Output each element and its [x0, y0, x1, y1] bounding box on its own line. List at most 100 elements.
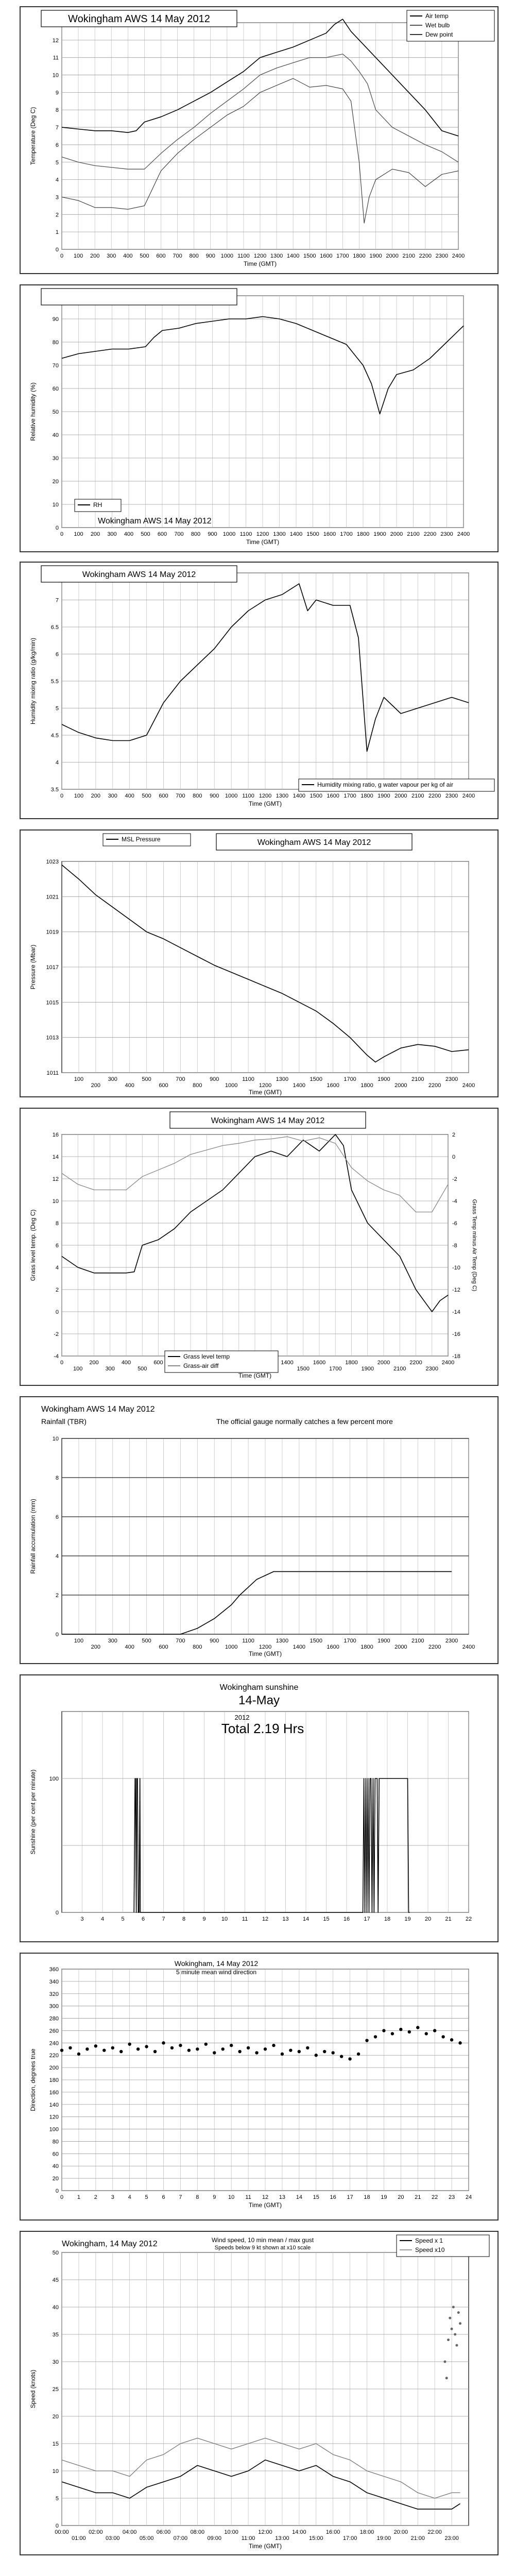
- y-tick-label: 50: [53, 409, 59, 415]
- data-point: [179, 2043, 182, 2047]
- y2-tick-label: 2: [452, 1132, 455, 1138]
- y-tick-label: 80: [53, 2139, 59, 2145]
- y-axis-label: Temperature (Deg C): [29, 107, 37, 165]
- x-tick-label: 12: [262, 2194, 268, 2200]
- data-point: [390, 2032, 394, 2036]
- x-tick-label: 2400: [462, 1644, 475, 1650]
- legend-label: Grass level temp: [183, 1353, 230, 1360]
- chart-note: Speeds below 9 kt shown at x10 scale: [215, 2245, 311, 2251]
- x-tick-label: 14: [296, 2194, 302, 2200]
- x-tick-label: 1300: [276, 1638, 288, 1644]
- y-tick-label: 50: [53, 2250, 59, 2256]
- x-tick-label: 8: [182, 1916, 185, 1922]
- y2-tick-label: -4: [452, 1198, 457, 1205]
- x-tick-label: 1900: [373, 531, 386, 537]
- data-point: [221, 2047, 225, 2051]
- data-point: [306, 2046, 310, 2050]
- x-tick-label: 09:00: [207, 2535, 221, 2541]
- x-tick-label: 1200: [259, 793, 271, 799]
- y-tick-label: -2: [54, 1331, 59, 1337]
- data-point: [314, 2054, 318, 2057]
- y2-tick-label: -10: [452, 1265, 460, 1271]
- x-tick-label: 1100: [237, 253, 250, 259]
- x-tick-label: 1400: [293, 1644, 305, 1650]
- data-point: [356, 2052, 360, 2056]
- y-tick-label: -4: [54, 1353, 59, 1360]
- x-tick-label: 1600: [323, 531, 336, 537]
- x-tick-label: 20:00: [394, 2529, 408, 2535]
- y-tick-label: 6: [56, 1243, 59, 1249]
- x-tick-label: 500: [138, 1366, 147, 1372]
- y-tick-label: 6: [56, 142, 59, 148]
- x-tick-label: 800: [193, 1082, 202, 1089]
- data-point: [365, 2039, 369, 2042]
- chart-annotation: The official gauge normally catches a fe…: [216, 1417, 393, 1426]
- x-tick-label: 2200: [428, 1644, 441, 1650]
- series-line: [61, 865, 469, 1063]
- y-tick-label: 160: [49, 2090, 59, 2096]
- x-tick-label: 3: [80, 1916, 83, 1922]
- legend-label: RH: [93, 501, 102, 509]
- y-tick-label: 20: [53, 2176, 59, 2182]
- x-tick-label: 18:00: [360, 2529, 374, 2535]
- x-tick-label: 200: [91, 531, 100, 537]
- x-tick-label: 1400: [290, 531, 302, 537]
- x-tick-label: 18: [384, 1916, 390, 1922]
- x-tick-label: 1700: [344, 1076, 356, 1082]
- series-line: [61, 583, 469, 752]
- title-box: [41, 10, 237, 27]
- x-axis-label: Time (GMT): [246, 538, 279, 546]
- data-point: [196, 2047, 199, 2051]
- x-tick-label: 23: [449, 2194, 455, 2200]
- x-tick-label: 08:00: [191, 2529, 205, 2535]
- y-axis-label: Pressure (Mbar): [29, 945, 37, 990]
- x-tick-label: 500: [142, 793, 151, 799]
- x-tick-label: 1700: [344, 1638, 356, 1644]
- y-tick-label: 12: [53, 38, 59, 44]
- x-tick-label: 1900: [369, 253, 382, 259]
- x-tick-label: 800: [193, 793, 202, 799]
- y-tick-label: 1015: [46, 999, 59, 1006]
- x-tick-label: 2400: [442, 1360, 454, 1366]
- x-tick-label: 1900: [377, 1076, 390, 1082]
- x-tick-label: 600: [159, 1644, 168, 1650]
- x-tick-label: 1200: [254, 253, 266, 259]
- x-tick-label: 700: [176, 1076, 185, 1082]
- x-tick-label: 400: [123, 253, 132, 259]
- chart-panel-8: 0 1 2 3 4 5 6 7 8 9 10 11 12 13 14 15 16 17 18 19 20 21 22 23 24…: [20, 1953, 499, 2221]
- x-tick-label: 600: [158, 531, 167, 537]
- x-tick-label: 1200: [259, 1082, 271, 1089]
- x-tick-label: 6: [162, 2194, 165, 2200]
- x-tick-label: 0: [60, 253, 63, 259]
- y-tick-label: 6: [56, 652, 59, 658]
- y-tick-label: 7: [56, 598, 59, 604]
- x-tick-label: 500: [142, 1638, 151, 1644]
- x-tick-label: 1500: [303, 253, 316, 259]
- chart-title: Wokingham AWS 14 May 2012: [211, 1116, 325, 1125]
- x-tick-label: 100: [74, 793, 83, 799]
- data-point: [128, 2042, 131, 2046]
- chart-title: Wokingham AWS 14 May 2012: [41, 1405, 155, 1414]
- x-axis-label: Time (GMT): [244, 260, 277, 267]
- chart-subtitle: Rainfall (TBR): [41, 1417, 87, 1426]
- data-point: [111, 2046, 114, 2050]
- data-point: [449, 2316, 452, 2319]
- x-tick-label: 07:00: [174, 2535, 188, 2541]
- data-point: [255, 2051, 259, 2055]
- chart-title: Wokingham sunshine: [220, 1683, 299, 1692]
- x-tick-label: 700: [176, 793, 185, 799]
- x-tick-label: 0: [60, 1360, 63, 1366]
- data-point: [85, 2047, 89, 2051]
- data-point: [424, 2032, 428, 2036]
- y-tick-label: 4: [56, 177, 59, 183]
- data-point: [441, 2035, 445, 2039]
- data-point: [263, 2047, 267, 2051]
- y-tick-label: 3: [56, 194, 59, 200]
- data-point: [457, 2311, 460, 2314]
- data-point: [213, 2051, 216, 2055]
- x-tick-label: 300: [108, 793, 117, 799]
- x-tick-label: 1500: [310, 1076, 322, 1082]
- x-tick-label: 300: [106, 1366, 115, 1372]
- x-tick-label: 5: [145, 2194, 148, 2200]
- x-tick-label: 1: [77, 2194, 80, 2200]
